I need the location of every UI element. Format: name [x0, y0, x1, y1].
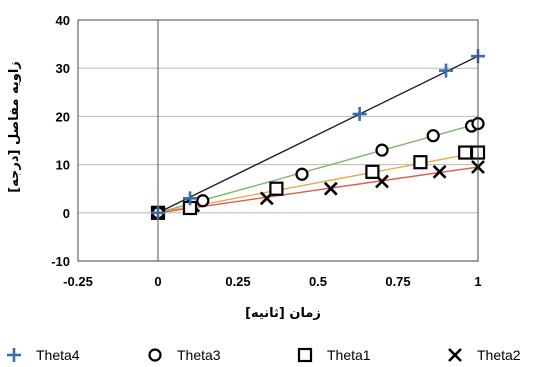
theta3-trend-line: [157, 122, 479, 214]
y-tick-label: 0: [63, 206, 70, 221]
theta4-trend-line: [157, 55, 479, 214]
y-tick-label: 20: [56, 109, 70, 124]
legend-label: Theta3: [177, 347, 221, 363]
x-axis-label: زمان [ثانیه]: [245, 306, 321, 321]
y-axis-label: زاویه مفاصل [درجه]: [7, 61, 22, 193]
theta4-point: [439, 63, 453, 78]
x-tick-label: 0.75: [385, 274, 410, 289]
theta4-point: [183, 191, 197, 206]
legend-label: Theta4: [36, 347, 80, 363]
y-tick-label: -10: [51, 254, 70, 269]
legend-item-theta3: Theta3: [148, 347, 221, 363]
theta2-point: [432, 164, 447, 179]
theta3-point: [426, 129, 440, 143]
legend-label: Theta2: [477, 347, 521, 363]
legend-marker-theta4: [7, 348, 21, 362]
theta2-trend-line: [157, 166, 479, 214]
x-tick-label: 0.25: [225, 274, 250, 289]
theta3-point: [295, 167, 309, 181]
legend-item-theta2: Theta2: [448, 347, 521, 363]
theta4-point: [352, 106, 367, 121]
theta1-point: [365, 164, 380, 179]
legend-item-theta4: Theta4: [7, 347, 80, 363]
theta3-point: [375, 143, 389, 157]
legend-marker-theta2: [448, 348, 462, 362]
y-tick-label: 30: [56, 61, 70, 76]
theta3-point: [196, 194, 210, 208]
legend-item-theta1: Theta1: [297, 347, 371, 363]
theta1-point: [413, 155, 428, 170]
y-tick-label: 10: [56, 158, 70, 173]
x-tick-label: 0: [154, 274, 161, 289]
plot-frame: [77, 19, 479, 262]
plot-area-border: [77, 19, 479, 262]
theta1-point: [269, 181, 284, 196]
x-tick-label: 0.5: [309, 274, 327, 289]
legend-marker-theta1: [297, 347, 313, 363]
legend: Theta4 Theta3 Theta1 Theta2: [7, 347, 521, 363]
tick-labels: -10 0 10 20 30 40 -0.25 0 0.25 0.5 0.75 1: [51, 13, 481, 289]
legend-label: Theta1: [327, 347, 371, 363]
theta1-point: [458, 145, 473, 160]
x-tick-label: 1: [474, 274, 481, 289]
theta2-point: [323, 181, 338, 196]
legend-marker-theta3: [148, 348, 162, 362]
y-tick-label: 40: [56, 13, 70, 28]
x-tick-label: -0.25: [63, 274, 93, 289]
